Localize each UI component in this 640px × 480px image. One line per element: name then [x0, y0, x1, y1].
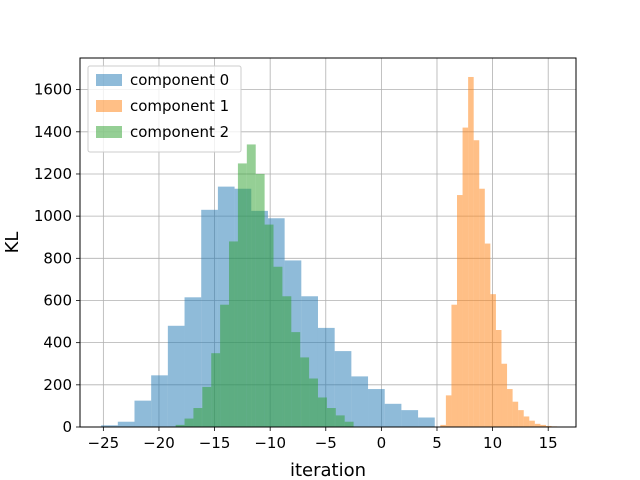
histogram-bar	[462, 127, 469, 427]
histogram-bar	[246, 144, 256, 428]
y-tick-label: 200	[43, 376, 72, 394]
histogram-bar	[457, 195, 463, 427]
x-tick-label: 0	[377, 434, 387, 452]
histogram-bar	[495, 330, 502, 427]
y-axis-label: KL	[2, 232, 23, 254]
legend-box	[87, 65, 242, 153]
legend-swatch	[96, 74, 122, 86]
histogram-bar	[368, 389, 385, 427]
histogram-bar	[484, 243, 491, 427]
histogram-bar	[384, 403, 402, 427]
histogram-bar	[507, 389, 513, 427]
y-tick-label: 600	[43, 291, 72, 309]
histogram-bar	[211, 353, 221, 427]
histogram-bar	[202, 386, 212, 427]
histogram-bar	[326, 408, 336, 427]
x-tick-label: 15	[539, 434, 558, 452]
y-tick-label: 1200	[34, 165, 72, 183]
histogram-bar	[282, 296, 292, 427]
histogram-bar	[134, 400, 152, 427]
histogram-bar	[440, 424, 446, 427]
histogram-bar	[523, 416, 530, 427]
legend-entry-label: component 2	[130, 123, 229, 141]
histogram-bar	[445, 395, 452, 427]
histogram-bar	[490, 294, 496, 427]
histogram-bar	[351, 376, 369, 427]
histogram-bar	[512, 401, 519, 427]
series-2-bars	[175, 144, 354, 428]
x-tick-label: 10	[483, 434, 502, 452]
histogram-bar	[501, 363, 508, 427]
ticks-layer: −25 −20 −15 −10 −5 0 5 10 15 0 200 400 600 800 1000 120…	[34, 81, 558, 452]
x-tick-label: −15	[199, 434, 231, 452]
histogram-bar	[193, 408, 203, 427]
legend-entry-label: component 1	[130, 97, 229, 115]
histogram-bar	[468, 76, 474, 427]
histogram-bar	[255, 173, 265, 427]
histogram-bar	[529, 420, 535, 427]
histogram-bar	[273, 266, 283, 427]
legend-swatch	[96, 126, 122, 138]
y-tick-label: 800	[43, 249, 72, 267]
histogram-bar	[540, 424, 546, 427]
x-tick-label: −25	[88, 434, 120, 452]
histogram-bar	[473, 140, 480, 427]
y-tick-label: 1400	[34, 123, 72, 141]
histogram-bar	[418, 417, 435, 427]
histogram-bar	[335, 415, 345, 427]
legend-entry-label: component 0	[130, 71, 229, 89]
x-axis-label: iteration	[290, 460, 366, 480]
histogram-bar	[220, 304, 230, 427]
histogram-bar	[518, 410, 524, 427]
x-tick-label: −5	[315, 434, 337, 452]
histogram-bar	[184, 418, 194, 427]
histogram-bar	[334, 351, 352, 427]
histogram-bar	[451, 304, 458, 427]
plot-frame	[79, 57, 577, 428]
legend: component 0 component 1 component 2	[87, 65, 242, 153]
histogram-bar	[237, 163, 247, 427]
histogram-bar	[300, 357, 310, 427]
histogram-bar	[401, 410, 419, 427]
histogram-bar	[184, 297, 202, 427]
histogram-bar	[229, 241, 238, 427]
histogram-bar	[534, 423, 541, 427]
histogram-bar	[317, 397, 327, 427]
series-1-bars	[440, 76, 558, 427]
histogram-bar	[479, 188, 485, 427]
histogram-bar	[151, 375, 168, 427]
histogram-bar	[291, 332, 301, 427]
histogram-bar	[309, 378, 318, 427]
histogram-bar	[344, 421, 354, 427]
y-tick-label: 1600	[34, 81, 72, 99]
y-tick-label: 0	[62, 418, 72, 436]
legend-swatch	[96, 100, 122, 112]
histogram-bar	[101, 425, 118, 427]
x-tick-label: 5	[432, 434, 442, 452]
histogram-bar	[545, 425, 552, 427]
histogram-bar	[175, 424, 185, 427]
y-tick-label: 1000	[34, 207, 72, 225]
histogram-bar	[264, 224, 274, 427]
bars-layer	[101, 76, 558, 428]
histogram-bar	[167, 325, 185, 427]
x-tick-label: −10	[254, 434, 286, 452]
x-tick-label: −20	[143, 434, 175, 452]
y-tick-label: 400	[43, 334, 72, 352]
histogram-bar	[117, 421, 135, 427]
